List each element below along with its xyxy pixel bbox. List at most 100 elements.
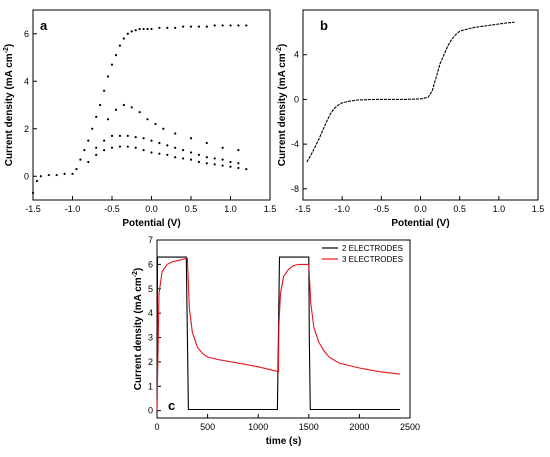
- data-point: [142, 137, 145, 140]
- data-point: [205, 141, 208, 145]
- data-point: [150, 151, 153, 154]
- data-point: [221, 164, 224, 167]
- data-point: [189, 158, 193, 161]
- data-point: [182, 157, 185, 160]
- y-tick-label: 4: [24, 76, 29, 86]
- y-tick-label: 0: [294, 94, 299, 104]
- data-point: [87, 139, 90, 142]
- data-point: [221, 158, 224, 161]
- x-axis-label: Potential (V): [391, 218, 449, 229]
- y-axis-label: Current density (mA cm-2): [276, 44, 288, 167]
- chart-b: -1.5 -1.0 -0.5 0.0 0.5 1.0 1.5 -8 -4 0 4 Potential …: [276, 9, 544, 229]
- data-point: [174, 132, 177, 135]
- x-tick-label: -1.5: [25, 204, 41, 214]
- data-point: [154, 122, 157, 126]
- data-point: [205, 162, 208, 165]
- data-point: [35, 179, 39, 183]
- data-point: [197, 25, 200, 28]
- data-point: [158, 141, 161, 145]
- data-point: [71, 172, 74, 175]
- data-point: [126, 145, 129, 148]
- data-point: [146, 118, 149, 121]
- y-tick-label: -4: [291, 139, 299, 149]
- plot-frame: [156, 239, 411, 419]
- series-line-1: [156, 256, 400, 411]
- panel-label: c: [168, 398, 175, 413]
- x-tick-label: 2500: [400, 422, 420, 432]
- x-tick-label: -1.0: [65, 204, 81, 214]
- y-tick-label: 0: [24, 171, 29, 181]
- y-axis-label-main: Current density (mA cm: [4, 53, 15, 166]
- data-point: [118, 134, 121, 137]
- x-tick-label: 1.0: [224, 204, 237, 214]
- x-tick-label: 1.0: [493, 204, 506, 214]
- series-line-1: [306, 21, 515, 163]
- data-point: [31, 191, 35, 194]
- data-point: [138, 27, 141, 31]
- data-point: [138, 111, 141, 114]
- data-point: [197, 160, 200, 164]
- data-point: [114, 108, 118, 111]
- data-point: [213, 163, 216, 166]
- panel-label: b: [320, 18, 328, 33]
- y-axis-label-superscript: -2: [3, 47, 10, 53]
- data-point: [229, 165, 232, 168]
- panel-label: a: [40, 18, 48, 33]
- y-axis-label: Current density (mA cm-2): [3, 44, 15, 167]
- x-tick-label: 500: [200, 422, 215, 432]
- data-point: [134, 135, 137, 139]
- data-point: [79, 158, 82, 161]
- data-point: [182, 149, 185, 152]
- x-tick-label: -1.5: [295, 204, 311, 214]
- y-axis-label-superscript: -2: [276, 47, 283, 53]
- data-point: [126, 32, 129, 35]
- y-axis-label: Current density (mA cm-2): [132, 268, 144, 391]
- x-tick-label: 0.0: [414, 204, 427, 214]
- data-point: [205, 156, 208, 159]
- y-tick-label: 6: [24, 29, 29, 39]
- y-tick-label: 4: [148, 308, 153, 318]
- data-point: [110, 134, 114, 137]
- data-point: [114, 54, 118, 57]
- data-point: [174, 26, 177, 29]
- data-point: [126, 134, 129, 137]
- x-tick-label: 2000: [349, 422, 369, 432]
- y-tick-label: 1: [148, 381, 153, 391]
- data-point: [229, 160, 232, 164]
- data-point: [39, 175, 43, 178]
- data-point: [130, 106, 133, 109]
- data-point: [83, 149, 86, 152]
- data-point: [189, 25, 193, 28]
- chart-c: 0 500 1000 1500 2000 2500 0 1 2 3 4 5 6 7 time (s) Curr…: [132, 235, 420, 447]
- data-point: [205, 25, 208, 28]
- data-point: [91, 127, 94, 130]
- data-point: [237, 162, 240, 165]
- x-tick-label: 0.5: [453, 204, 466, 214]
- x-tick-label: -0.5: [104, 204, 120, 214]
- y-tick-label: 7: [148, 235, 153, 245]
- data-point: [146, 27, 149, 31]
- data-point: [47, 173, 50, 177]
- chart-a: -1.5 -1.0 -0.5 0.0 0.5 1.0 1.5 0 2 4 6 Potential (V…: [3, 9, 276, 229]
- data-point: [99, 103, 102, 107]
- x-axis-label: time (s): [266, 436, 302, 447]
- legend-label: 3 ELECTRODES: [342, 255, 403, 264]
- data-point: [166, 153, 169, 156]
- data-point: [118, 44, 121, 47]
- data-point: [110, 63, 114, 66]
- data-point: [221, 24, 224, 27]
- data-point: [229, 24, 232, 27]
- data-point: [166, 144, 169, 147]
- data-point: [182, 25, 185, 28]
- data-point: [189, 151, 193, 154]
- y-axis-label-close: ): [277, 44, 288, 47]
- data-point: [95, 115, 98, 118]
- data-point: [122, 37, 125, 40]
- x-tick-label: 1500: [299, 422, 319, 432]
- data-point: [162, 127, 165, 130]
- x-tick-label: 0.5: [185, 204, 198, 214]
- x-axis-label: Potential (V): [122, 218, 180, 229]
- data-point: [95, 153, 98, 156]
- data-point: [221, 146, 224, 149]
